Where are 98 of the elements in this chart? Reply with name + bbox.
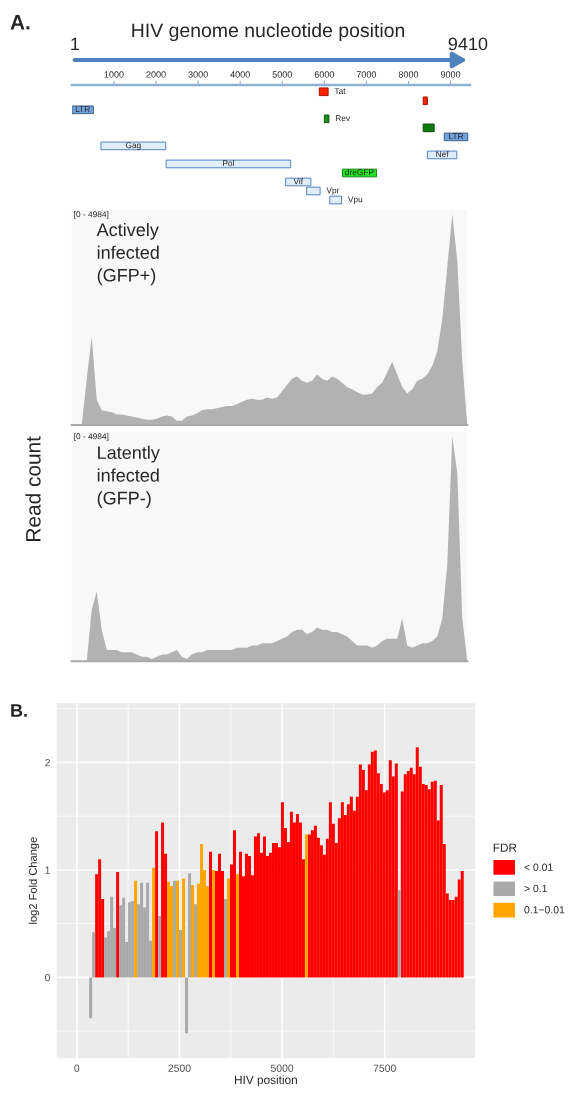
annotation: Actively infected (GFP+) <box>96 222 159 286</box>
bar <box>373 750 377 978</box>
y-tick-label: Vif <box>293 178 304 185</box>
y-tick-label: 2 <box>45 758 50 767</box>
bar <box>152 867 156 978</box>
bar <box>146 882 150 978</box>
bar <box>403 774 407 978</box>
bar <box>426 150 458 160</box>
bar <box>191 884 195 978</box>
legend-label: > 0.1 <box>524 884 547 893</box>
y-tick-label: Tat <box>334 88 346 94</box>
bar <box>460 870 464 978</box>
bar <box>179 930 183 978</box>
x-tick-label: 3000 <box>188 71 208 78</box>
text: B. <box>11 704 27 717</box>
bar <box>238 851 242 978</box>
bar <box>209 851 213 978</box>
bar <box>422 96 428 106</box>
bar <box>433 780 437 978</box>
y-tick-label: dreGFP <box>345 169 374 176</box>
bar <box>224 898 227 978</box>
y-tick-label: Nef <box>436 151 449 158</box>
bar <box>165 159 292 169</box>
bar <box>134 880 138 978</box>
bar <box>422 123 435 133</box>
text: 1 <box>71 37 80 51</box>
y-tick-label: Vpu <box>347 196 363 204</box>
x-axis-title: HIV position <box>234 1075 297 1087</box>
bar <box>89 977 93 1019</box>
bar <box>110 896 114 978</box>
bar <box>424 784 428 978</box>
bar <box>140 882 144 978</box>
bar <box>439 784 443 978</box>
bar <box>161 822 165 978</box>
y-axis-title: log2 Fold Change <box>28 837 40 924</box>
annotation: [0 - 4984] <box>74 211 109 219</box>
bar <box>122 897 126 978</box>
legend-label: < 0.01 <box>524 863 553 871</box>
bar <box>409 767 413 978</box>
x-tick-label: 2500 <box>168 1064 191 1072</box>
bar <box>128 902 132 978</box>
x-tick-label: 6000 <box>314 71 335 78</box>
bar <box>188 873 192 978</box>
y-axis-title: Read count <box>25 436 41 541</box>
bar <box>329 195 343 205</box>
bar <box>194 904 198 978</box>
y-tick-label: Vpr <box>326 187 340 195</box>
bar <box>155 831 159 978</box>
x-tick-label: 5000 <box>270 1064 294 1072</box>
bar <box>253 836 257 978</box>
legend-title: FDR <box>493 843 517 852</box>
text: A. <box>10 15 30 30</box>
bar <box>235 874 239 978</box>
annotation: Latently infected (GFP-) <box>97 445 160 509</box>
y-tick-label: 0 <box>45 973 51 982</box>
bar <box>170 886 174 978</box>
bar <box>131 901 135 978</box>
bar <box>430 781 434 978</box>
annotation: [0 - 4984] <box>74 433 109 441</box>
bar <box>323 114 330 124</box>
x-tick-label: 8000 <box>398 71 419 78</box>
x-tick-label: 0 <box>74 1064 80 1072</box>
bar <box>116 872 120 978</box>
bar <box>397 890 401 978</box>
bar <box>200 844 204 978</box>
y-tick-label: Gag <box>125 142 141 150</box>
text: 9410 <box>448 37 488 51</box>
bar <box>158 916 162 978</box>
y-tick-label: Rev <box>335 115 351 122</box>
chart-title: HIV genome nucleotide position <box>132 22 405 42</box>
x-tick-label: 7000 <box>356 71 377 78</box>
x-tick-label: 7500 <box>373 1064 396 1072</box>
bar <box>182 878 186 978</box>
bar <box>318 87 329 97</box>
bar <box>406 771 410 978</box>
bar <box>185 977 189 1034</box>
bar <box>415 747 419 978</box>
bar <box>98 859 102 978</box>
bar <box>280 802 284 978</box>
bar <box>394 763 398 978</box>
bar <box>370 751 374 978</box>
y-tick-label: Pol <box>223 160 234 167</box>
y-tick-label: 1 <box>45 866 50 874</box>
bar <box>232 830 236 978</box>
x-tick-label: 9000 <box>440 71 461 78</box>
bar <box>388 760 392 978</box>
bar <box>227 878 230 978</box>
y-tick-label: LTR <box>75 106 90 112</box>
bar <box>100 141 167 151</box>
x-tick-label: 2000 <box>146 71 166 78</box>
bar <box>92 932 96 978</box>
y-tick-label: LTR <box>449 133 464 140</box>
x-tick-label: 5000 <box>272 71 292 78</box>
legend-label: 0.1−0.01 <box>524 906 565 914</box>
x-tick-label: 4000 <box>230 71 250 78</box>
x-tick-label: 1000 <box>104 71 124 78</box>
bar <box>451 900 455 978</box>
bar <box>167 881 171 978</box>
